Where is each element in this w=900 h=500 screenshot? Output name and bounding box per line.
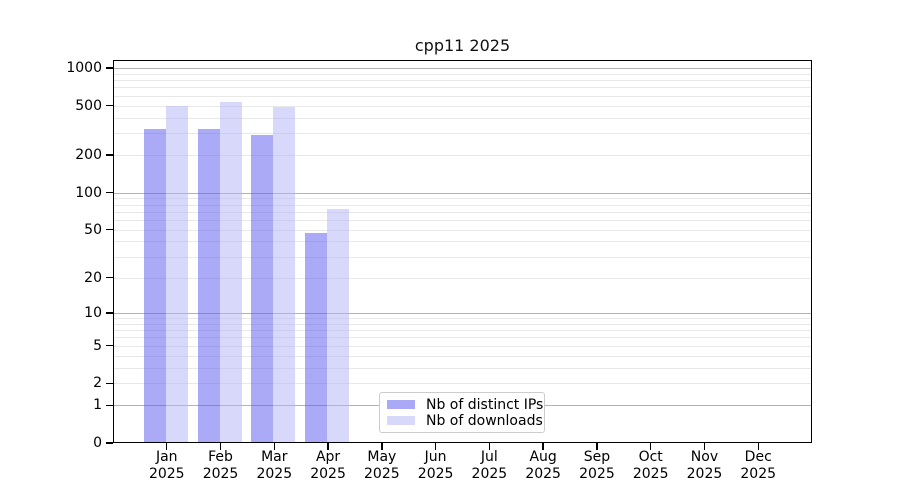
y-tick-label-50: 50 xyxy=(84,221,102,238)
x-tick-mark-jun xyxy=(434,443,437,450)
x-tick-label-apr: Apr 2025 xyxy=(310,449,346,482)
bar-downloads-apr xyxy=(327,209,350,442)
x-tick-mark-apr xyxy=(327,443,329,450)
y-tick-mark-20 xyxy=(106,277,113,279)
legend-label-distinct-ips: Nb of distinct IPs xyxy=(426,396,544,413)
y-tick-mark-1 xyxy=(106,404,113,407)
x-tick-label-sep: Sep 2025 xyxy=(579,449,615,482)
minor-gridline-700 xyxy=(113,87,812,89)
x-tick-label-jan: Jan 2025 xyxy=(148,449,185,482)
legend: Nb of distinct IPs Nb of downloads xyxy=(379,392,545,433)
distinct-ips-swatch-icon xyxy=(387,400,415,409)
minor-gridline-50 xyxy=(113,229,812,231)
minor-gridline-30 xyxy=(113,256,812,258)
x-tick-mark-aug xyxy=(542,443,544,450)
y-tick-mark-1000 xyxy=(106,67,113,69)
minor-gridline-4 xyxy=(113,355,812,357)
x-tick-label-nov: Nov 2025 xyxy=(686,449,723,482)
x-tick-mark-jul xyxy=(488,443,491,450)
bars-layer xyxy=(113,60,812,443)
minor-gridline-300 xyxy=(113,133,812,135)
y-tick-label-500: 500 xyxy=(75,97,102,114)
bar-ips-apr xyxy=(305,232,328,442)
minor-gridline-5 xyxy=(113,345,812,347)
y-tick-label-1000: 1000 xyxy=(66,60,102,77)
minor-gridline-70 xyxy=(113,211,812,213)
bar-ips-feb xyxy=(197,128,220,442)
x-tick-label-oct: Oct 2025 xyxy=(632,449,669,482)
x-tick-label-mar: Mar 2025 xyxy=(256,449,293,482)
x-tick-label-feb: Feb 2025 xyxy=(202,449,239,482)
y-tick-label-2: 2 xyxy=(93,375,102,392)
minor-gridline-7 xyxy=(113,330,812,332)
minor-gridline-8 xyxy=(113,323,812,325)
x-tick-label-jul: Jul 2025 xyxy=(471,449,508,482)
x-tick-mark-nov xyxy=(703,443,706,450)
y-tick-label-10: 10 xyxy=(84,304,102,321)
legend-label-downloads: Nb of downloads xyxy=(426,412,543,429)
y-tick-mark-10 xyxy=(106,312,113,314)
x-tick-label-may: May 2025 xyxy=(364,449,400,482)
minor-gridline-200 xyxy=(113,155,812,157)
y-tick-mark-500 xyxy=(106,104,113,107)
x-tick-label-jun: Jun 2025 xyxy=(417,449,454,482)
minor-gridline-400 xyxy=(113,117,812,119)
gridlines-layer xyxy=(113,60,812,443)
x-tick-mark-dec xyxy=(757,443,759,450)
minor-gridline-40 xyxy=(113,241,812,243)
y-tick-mark-0 xyxy=(106,442,113,444)
bar-downloads-mar xyxy=(273,107,296,442)
y-tick-mark-2 xyxy=(106,382,113,385)
y-tick-label-100: 100 xyxy=(75,184,102,201)
legend-row-downloads: Nb of downloads xyxy=(387,412,544,429)
minor-gridline-600 xyxy=(113,95,812,97)
y-tick-mark-100 xyxy=(106,191,113,194)
minor-gridline-900 xyxy=(113,73,812,75)
minor-gridline-9 xyxy=(113,318,812,320)
x-tick-mark-oct xyxy=(649,443,652,450)
bar-downloads-feb xyxy=(219,101,242,442)
major-gridline-100 xyxy=(113,192,812,194)
minor-gridline-3 xyxy=(113,367,812,369)
y-tick-label-20: 20 xyxy=(84,269,102,286)
bar-ips-mar xyxy=(251,135,274,442)
minor-gridline-60 xyxy=(113,219,812,221)
x-tick-mark-jan xyxy=(166,443,168,450)
x-tick-label-dec: Dec 2025 xyxy=(740,449,777,482)
chart-title: cpp11 2025 xyxy=(414,36,511,55)
major-gridline-10 xyxy=(113,312,812,314)
x-tick-mark-sep xyxy=(596,443,598,450)
y-tick-label-0: 0 xyxy=(93,435,102,451)
minor-gridline-2 xyxy=(113,383,812,385)
minor-gridline-90 xyxy=(113,198,812,200)
y-tick-mark-200 xyxy=(106,154,113,156)
minor-gridline-20 xyxy=(113,277,812,279)
x-tick-mark-feb xyxy=(219,443,222,450)
minor-gridline-800 xyxy=(113,80,812,82)
bar-downloads-jan xyxy=(165,106,188,442)
x-tick-label-aug: Aug 2025 xyxy=(525,449,561,482)
x-tick-mark-mar xyxy=(273,443,275,450)
minor-gridline-80 xyxy=(113,204,812,206)
y-tick-label-5: 5 xyxy=(93,337,102,354)
x-tick-mark-may xyxy=(381,443,383,450)
downloads-swatch-icon xyxy=(387,416,415,425)
minor-gridline-6 xyxy=(113,337,812,339)
y-tick-mark-50 xyxy=(106,228,113,231)
major-gridline-1000 xyxy=(113,68,812,70)
minor-gridline-500 xyxy=(113,105,812,107)
bar-ips-jan xyxy=(143,128,166,442)
y-tick-mark-5 xyxy=(106,345,113,347)
y-tick-label-1: 1 xyxy=(93,397,102,414)
y-tick-label-200: 200 xyxy=(75,147,102,164)
legend-row-distinct-ips: Nb of distinct IPs xyxy=(387,396,544,413)
